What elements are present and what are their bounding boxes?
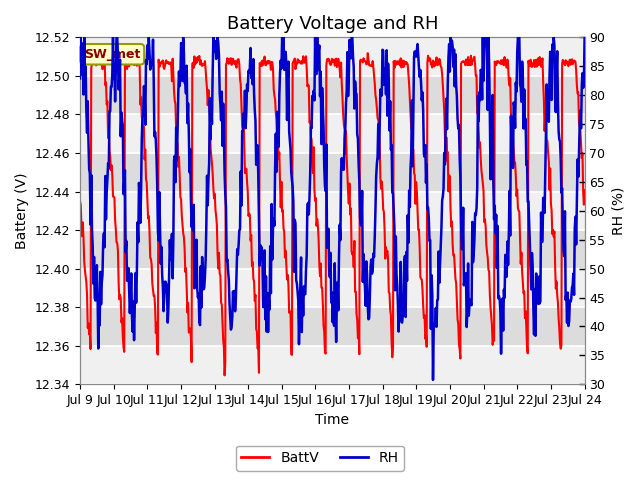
Bar xyxy=(80,346,584,384)
BattV xyxy=(92,50,99,56)
Title: Battery Voltage and RH: Battery Voltage and RH xyxy=(227,15,438,33)
BattV xyxy=(138,114,146,120)
BattV xyxy=(395,60,403,66)
BattV xyxy=(410,146,417,152)
BattV xyxy=(76,198,84,204)
Bar xyxy=(80,153,584,192)
Bar xyxy=(80,192,584,230)
RH xyxy=(76,75,84,81)
RH xyxy=(394,301,402,307)
Line: RH: RH xyxy=(80,37,584,380)
BattV xyxy=(580,187,588,193)
RH xyxy=(138,135,146,141)
X-axis label: Time: Time xyxy=(316,413,349,427)
Bar xyxy=(80,269,584,307)
Line: BattV: BattV xyxy=(80,53,584,375)
BattV xyxy=(216,271,223,276)
Legend: BattV, RH: BattV, RH xyxy=(236,445,404,471)
RH xyxy=(77,35,84,40)
RH xyxy=(429,377,437,383)
RH xyxy=(86,170,93,176)
BattV xyxy=(85,331,93,337)
RH xyxy=(216,90,223,96)
Y-axis label: Battery (V): Battery (V) xyxy=(15,173,29,249)
BattV xyxy=(221,372,228,378)
Bar xyxy=(80,76,584,114)
Text: SW_met: SW_met xyxy=(84,48,140,61)
Y-axis label: RH (%): RH (%) xyxy=(611,187,625,235)
RH xyxy=(189,228,197,233)
Bar xyxy=(80,307,584,346)
BattV xyxy=(189,60,197,66)
RH xyxy=(409,164,417,169)
Bar xyxy=(80,37,584,76)
RH xyxy=(580,35,588,40)
Bar xyxy=(80,114,584,153)
Bar xyxy=(80,230,584,269)
